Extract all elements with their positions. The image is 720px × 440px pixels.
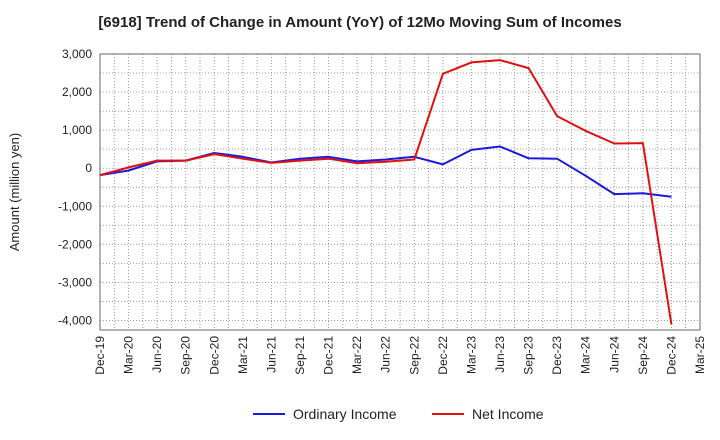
y-tick-label: 2,000: [62, 85, 92, 99]
y-tick-label: -3,000: [58, 275, 92, 289]
net-income-line: [99, 59, 673, 325]
series-lines: [99, 59, 673, 325]
legend: Ordinary Income Net Income: [253, 406, 544, 422]
plot-frame: [99, 53, 701, 331]
y-tick-label: -1,000: [58, 199, 92, 213]
legend-label: Net Income: [472, 406, 544, 422]
x-tick-label: Jun-22: [379, 336, 393, 373]
x-tick-label: Sep-22: [407, 336, 421, 375]
y-tick-label: 1,000: [62, 123, 92, 137]
x-tick-label: Jun-24: [607, 336, 621, 373]
y-tick-label: 3,000: [62, 47, 92, 61]
x-tick-label: Dec-22: [436, 336, 450, 375]
x-tick-label: Dec-20: [207, 336, 221, 375]
x-tick-label: Sep-24: [636, 336, 650, 375]
y-tick-labels: 3,000 2,000 1,000 0 -1,000 -2,000 -3,000 -4,000: [58, 47, 92, 327]
legend-label: Ordinary Income: [293, 406, 397, 422]
y-tick-label: -2,000: [58, 237, 92, 251]
x-tick-label: Mar-21: [236, 336, 250, 374]
chart-title: [6918] Trend of Change in Amount (YoY) o…: [98, 14, 622, 31]
y-tick-label: -4,000: [58, 313, 92, 327]
x-tick-label: Jun-23: [493, 336, 507, 373]
x-tick-label: Mar-20: [122, 336, 136, 374]
y-axis-label: Amount (million yen): [7, 133, 22, 252]
x-tick-label: Dec-21: [322, 336, 336, 375]
x-tick-label: Dec-23: [550, 336, 564, 375]
x-tick-label: Jun-20: [150, 336, 164, 373]
x-tick-label: Dec-24: [664, 336, 678, 375]
x-tick-labels: Dec-19 Mar-20 Jun-20 Sep-20 Dec-20 Mar-21 Jun-…: [93, 336, 707, 375]
x-tick-label: Mar-22: [350, 336, 364, 374]
x-tick-label: Mar-25: [693, 336, 707, 374]
x-tick-label: Sep-20: [179, 336, 193, 375]
grid: [99, 53, 701, 331]
x-tick-label: Jun-21: [264, 336, 278, 373]
x-tick-label: Mar-23: [464, 336, 478, 374]
x-tick-label: Dec-19: [93, 336, 107, 375]
x-tick-label: Sep-23: [522, 336, 536, 375]
y-tick-label: 0: [85, 161, 92, 175]
x-tick-label: Mar-24: [579, 336, 593, 374]
x-tick-label: Sep-21: [293, 336, 307, 375]
